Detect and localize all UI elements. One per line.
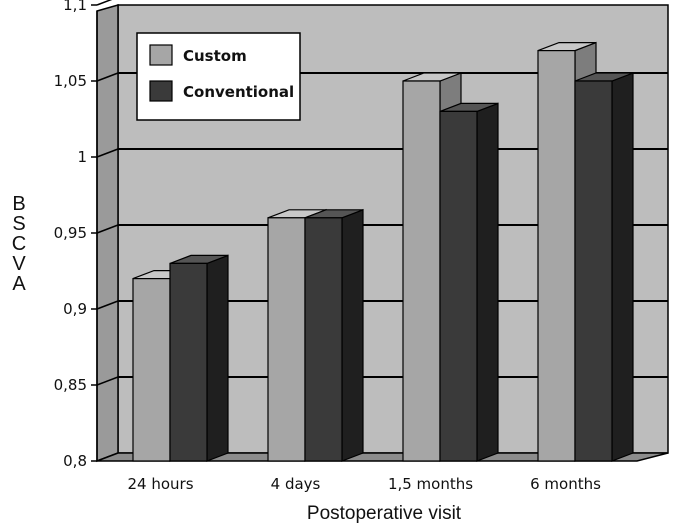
legend-swatch (149, 44, 173, 66)
bar-side (206, 254, 229, 462)
gridline-side (96, 224, 119, 234)
x-category-label: 4 days (271, 475, 321, 493)
y-tick-label: 1 (77, 148, 87, 166)
legend: Custom Conventional (136, 32, 301, 121)
legend-label: Custom (183, 47, 247, 65)
x-category-label: 24 hours (127, 475, 193, 493)
bars (132, 41, 634, 462)
y-axis-label-letter: A (12, 273, 26, 295)
bar-custom (132, 278, 171, 462)
bar-conventional (304, 217, 343, 462)
bar-conventional (574, 80, 613, 462)
bar-conventional (169, 262, 208, 462)
x-category-labels: 24 hours 4 days 1,5 months 6 months (127, 475, 601, 493)
gridline-side (96, 0, 113, 6)
gridline-side (96, 300, 119, 310)
y-axis-label-letter: C (12, 233, 26, 255)
y-axis-label-letter: B (12, 193, 25, 215)
bar-custom (267, 217, 306, 462)
bar-side (476, 102, 499, 462)
gridline-side (96, 376, 119, 386)
y-tick-label: 0,8 (63, 452, 87, 470)
bar-custom (402, 80, 441, 462)
y-axis-label-letter: V (12, 253, 26, 275)
y-tick-labels: 0,8 0,85 0,9 0,95 1 1,05 1,1 (54, 0, 98, 470)
legend-label: Conventional (183, 83, 294, 101)
x-category-label: 6 months (530, 475, 601, 493)
gridline-side (96, 72, 119, 82)
y-tick-label: 0,95 (54, 224, 87, 242)
bar-side (611, 72, 634, 462)
gridline-side (96, 148, 119, 158)
y-tick-label: 0,85 (54, 376, 87, 394)
bar-conventional (439, 110, 478, 462)
bar-custom (537, 49, 576, 462)
legend-swatch (149, 80, 173, 102)
bar-side (341, 208, 364, 462)
x-category-label: 1,5 months (388, 475, 473, 493)
y-tick-label: 0,9 (63, 300, 87, 318)
x-axis-label: Postoperative visit (307, 503, 462, 524)
y-tick-label: 1,1 (63, 0, 87, 14)
y-tick-label: 1,05 (54, 72, 87, 90)
y-axis-label-letter: S (12, 213, 25, 235)
